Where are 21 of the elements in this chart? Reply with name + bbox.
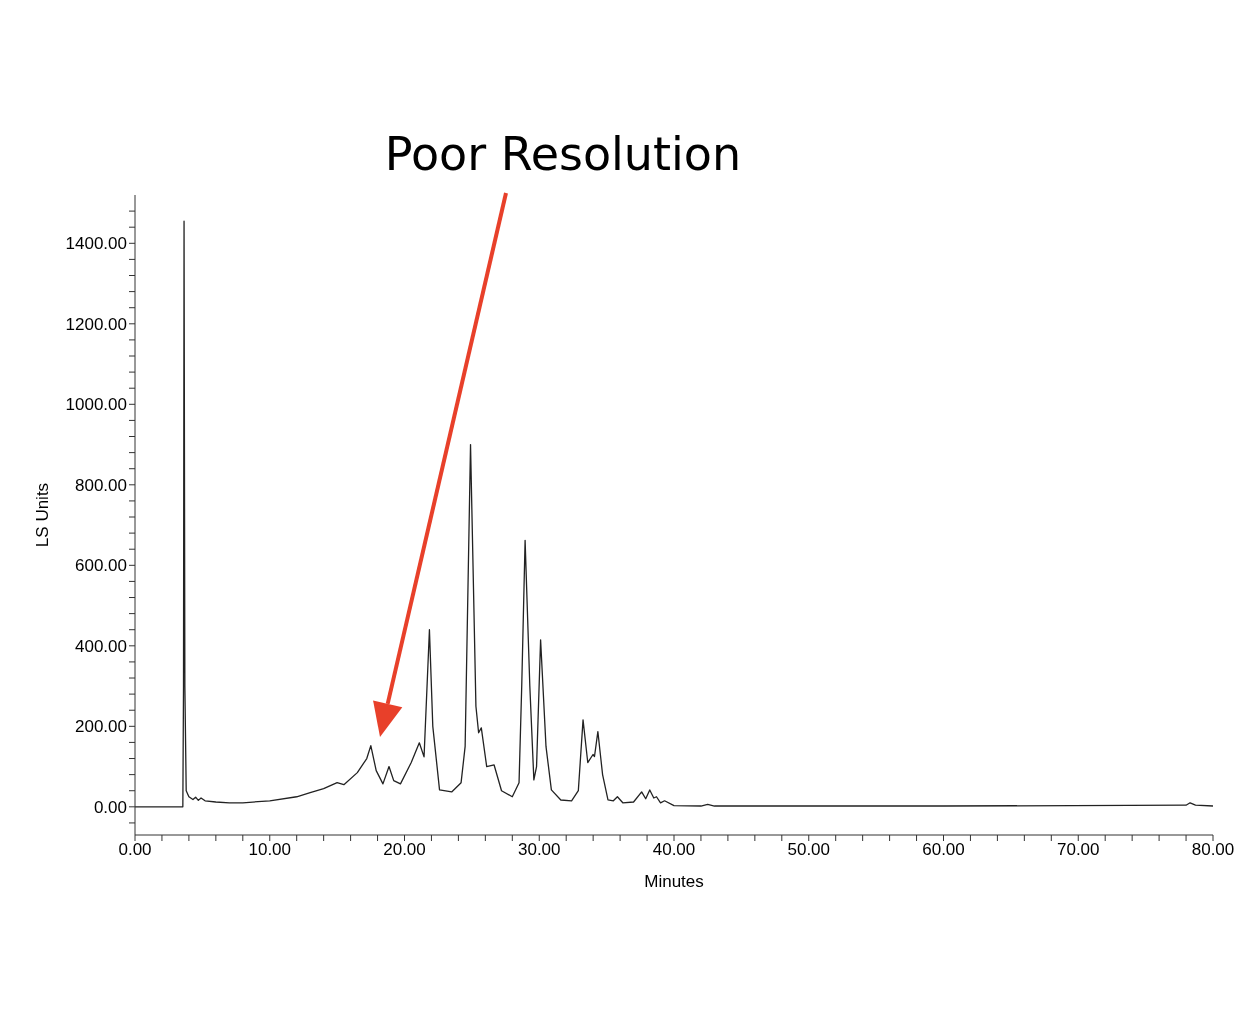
- line-series: [135, 220, 1213, 808]
- x-axis-title: Minutes: [644, 872, 704, 891]
- x-tick-label: 0.00: [118, 840, 152, 860]
- x-tick-label: 80.00: [1191, 840, 1235, 860]
- y-tick-label: 1200.00: [65, 314, 127, 334]
- y-tick-label: 200.00: [75, 717, 127, 737]
- y-tick-label: 600.00: [75, 556, 127, 576]
- y-tick-label: 800.00: [75, 475, 127, 495]
- x-tick-label: 30.00: [517, 840, 561, 860]
- x-tick-label: 40.00: [652, 840, 696, 860]
- x-tick-label: 60.00: [922, 840, 965, 860]
- x-tick-label: 50.00: [787, 840, 831, 860]
- x-tick-label: 70.00: [1056, 840, 1100, 860]
- y-tick-label: 400.00: [75, 636, 127, 656]
- y-tick-label: 1400.00: [65, 234, 127, 254]
- y-axis-title: LS Units: [33, 482, 53, 548]
- y-tick-label: 0.00: [93, 797, 127, 817]
- y-tick-label: 1000.00: [65, 395, 127, 415]
- x-tick-label: 20.00: [383, 840, 426, 860]
- x-tick-label: 10.00: [248, 840, 292, 860]
- text: Poor Resolution: [384, 127, 742, 181]
